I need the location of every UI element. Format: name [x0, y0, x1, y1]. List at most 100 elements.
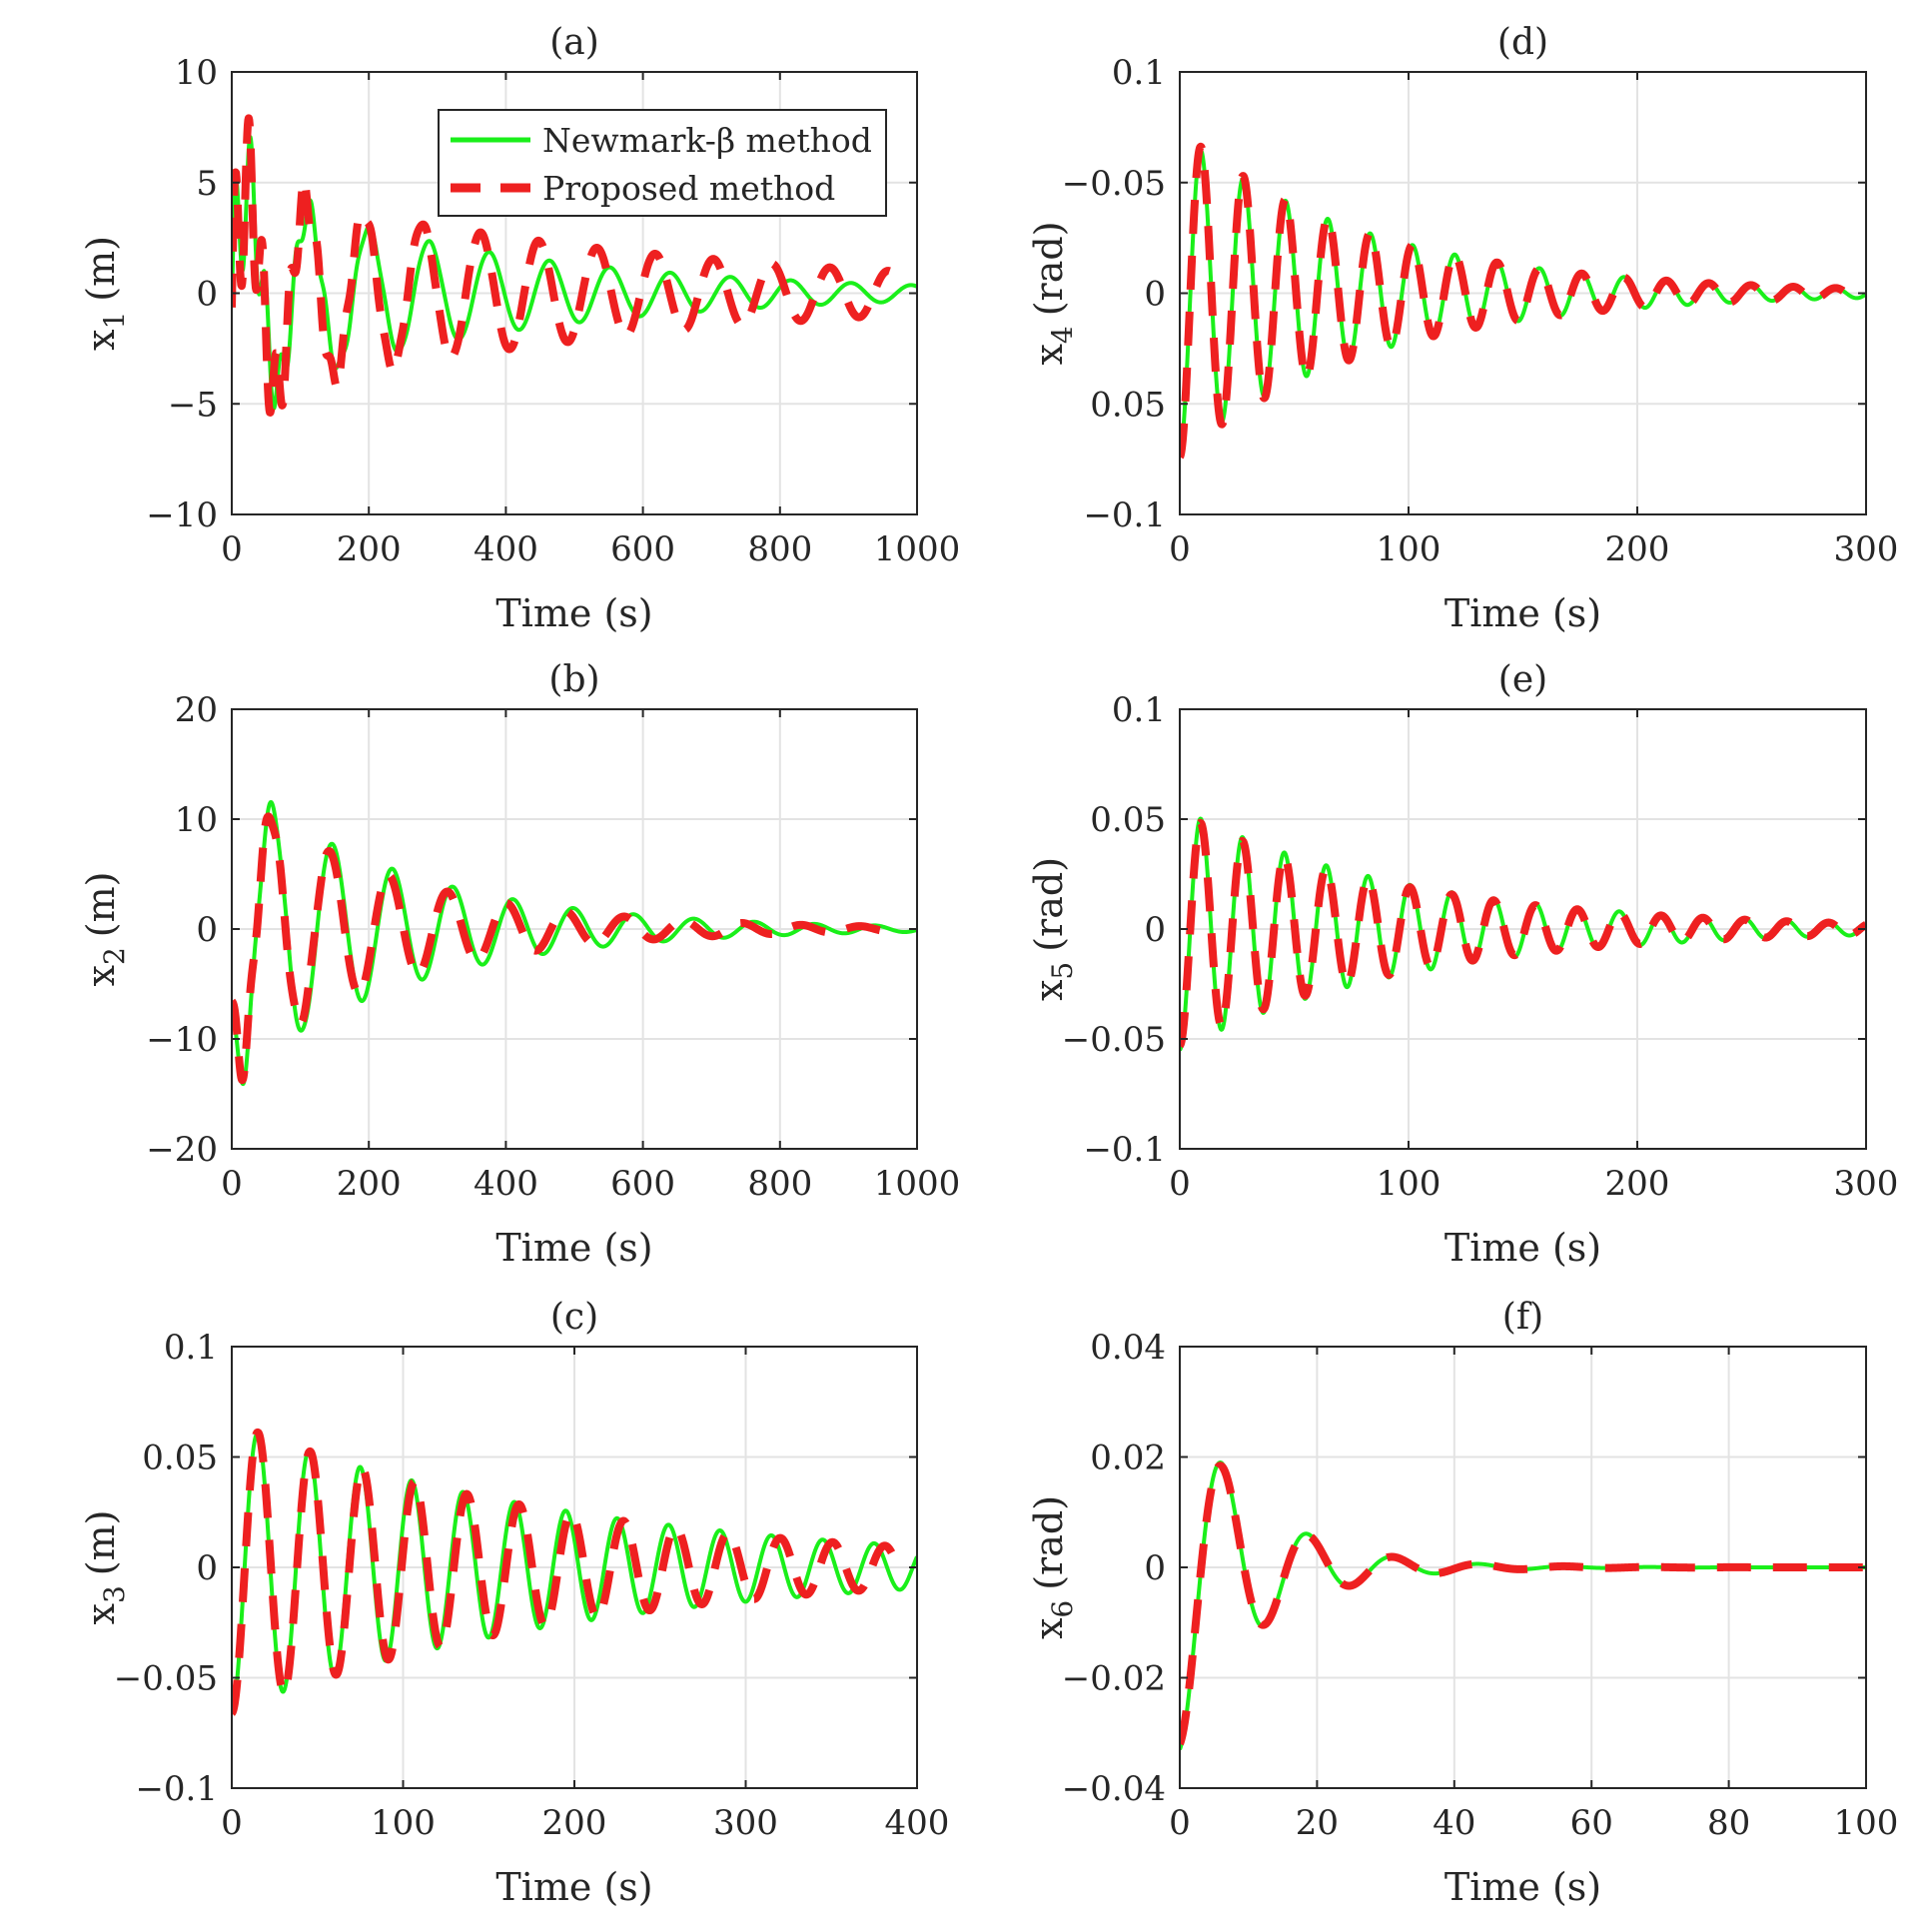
x-tick-label: 300: [1834, 1164, 1899, 1204]
y-axis-unit: (rad): [1027, 857, 1071, 952]
y-axis-label-b: x2 (m): [79, 872, 131, 987]
x-tick-label: 1000: [874, 529, 961, 569]
panel-title-c: (c): [550, 1297, 598, 1338]
proposed-method-line-b: [232, 812, 894, 1085]
y-tick-label: 0.05: [1090, 385, 1166, 425]
panel-f: 0 20 40 60 80 100 −0.04 −0.02 0 0.02 0.04 (f) Time (…: [1027, 1297, 1898, 1909]
panel-b: 0 200 400 600 800 1000 −20 −10 0 10 20 (b) Time (s) x…: [79, 659, 960, 1270]
proposed-method-line-d: [1180, 142, 1847, 461]
y-axis-var: x: [79, 330, 123, 351]
y-tick-label: −0.1: [1083, 1130, 1166, 1170]
x-tick-label: 800: [747, 1164, 812, 1204]
x-tick-label: 1000: [874, 1164, 961, 1204]
x-tick-label: 200: [1605, 529, 1670, 569]
panel-title-d: (d): [1497, 22, 1548, 63]
y-axis-unit: (m): [79, 236, 123, 302]
y-axis-label-e: x5 (rad): [1027, 857, 1079, 1001]
y-tick-label: 0.1: [1112, 53, 1166, 93]
y-tick-label: 20: [175, 690, 218, 730]
x-tick-label: 0: [221, 1803, 243, 1843]
x-tick-label: 200: [1605, 1164, 1670, 1204]
x-axis-label-e: Time (s): [1444, 1226, 1601, 1270]
y-axis-var: x: [79, 1603, 123, 1624]
y-axis-label-d: x4 (rad): [1027, 221, 1079, 365]
x-axis-label-c: Time (s): [495, 1865, 652, 1909]
y-axis-subscript: 4: [1046, 326, 1079, 344]
grid-d: [1180, 72, 1866, 514]
proposed-method-line-e: [1180, 818, 1866, 1050]
y-tick-label: 0: [196, 275, 218, 315]
y-axis-var: x: [79, 965, 123, 986]
proposed-method-line-a: [232, 114, 894, 417]
y-tick-label: 0: [196, 1548, 218, 1588]
y-axis-label-c: x3 (m): [79, 1510, 131, 1625]
y-axis-subscript: 1: [98, 312, 131, 330]
y-tick-label: −10: [146, 495, 218, 535]
x-tick-label: 0: [1169, 1803, 1191, 1843]
x-tick-label: 40: [1433, 1803, 1475, 1843]
panel-title-a: (a): [549, 22, 599, 63]
y-axis-subscript: 5: [1046, 962, 1079, 980]
x-tick-label: 0: [1169, 1164, 1191, 1204]
x-tick-label: 60: [1570, 1803, 1613, 1843]
y-tick-label: −0.04: [1062, 1769, 1166, 1809]
y-axis-label-f: x6 (rad): [1027, 1495, 1079, 1639]
y-axis-subscript: 3: [98, 1585, 131, 1603]
y-axis-subscript: 2: [98, 947, 131, 965]
x-axis-label-d: Time (s): [1444, 591, 1601, 635]
x-axis-label-f: Time (s): [1444, 1865, 1601, 1909]
proposed-method-line-c: [232, 1428, 904, 1717]
x-tick-label: 300: [1834, 529, 1899, 569]
y-axis-unit: (rad): [1027, 1495, 1071, 1590]
legend-label-newmark: Newmark-β method: [542, 121, 872, 160]
x-tick-label: 400: [885, 1803, 950, 1843]
proposed-method-line-f: [1180, 1461, 1866, 1747]
y-axis-unit: (m): [79, 1510, 123, 1576]
y-tick-label: −0.02: [1062, 1659, 1166, 1699]
y-tick-label: −0.1: [1083, 495, 1166, 535]
panel-e: 0 100 200 300 −0.1 −0.05 0 0.05 0.1 (e) Time (s) x5…: [1027, 659, 1898, 1270]
legend-label-proposed: Proposed method: [542, 169, 835, 208]
legend: Newmark-β method Proposed method: [438, 109, 887, 217]
y-tick-label: −0.05: [1062, 164, 1166, 204]
x-tick-label: 800: [747, 529, 812, 569]
x-tick-label: 0: [221, 1164, 243, 1204]
y-axis-unit: (m): [79, 872, 123, 938]
panel-c: 0 100 200 300 400 −0.1 −0.05 0 0.05 0.1 (c) Time (s…: [79, 1297, 949, 1909]
y-tick-label: −5: [168, 385, 218, 425]
y-tick-label: 10: [175, 53, 218, 93]
y-axis-var: x: [1027, 1618, 1071, 1639]
y-tick-label: −10: [146, 1020, 218, 1060]
x-tick-label: 0: [221, 529, 243, 569]
legend-box: [438, 109, 887, 217]
y-axis-var: x: [1027, 980, 1071, 1001]
y-tick-label: −0.1: [135, 1769, 218, 1809]
y-tick-label: 10: [175, 800, 218, 840]
x-tick-label: 200: [337, 529, 402, 569]
x-tick-label: 0: [1169, 529, 1191, 569]
x-tick-label: 20: [1296, 1803, 1339, 1843]
y-axis-label-a: x1 (m): [79, 236, 131, 351]
y-tick-label: 0: [1144, 275, 1166, 315]
panel-title-b: (b): [548, 659, 599, 700]
y-tick-label: 0.1: [164, 1328, 218, 1368]
y-tick-label: −20: [146, 1130, 218, 1170]
x-tick-label: 300: [713, 1803, 778, 1843]
y-tick-label: 5: [196, 164, 218, 204]
y-axis-unit: (rad): [1027, 221, 1071, 316]
y-tick-label: 0.02: [1090, 1439, 1166, 1478]
y-tick-label: 0.05: [1090, 800, 1166, 840]
y-axis-var: x: [1027, 344, 1071, 365]
y-tick-label: 0.04: [1090, 1328, 1166, 1368]
x-tick-label: 400: [474, 529, 538, 569]
x-tick-label: 200: [337, 1164, 402, 1204]
y-tick-label: −0.05: [114, 1659, 218, 1699]
x-tick-label: 600: [610, 529, 675, 569]
x-tick-label: 200: [542, 1803, 607, 1843]
y-tick-label: 0: [196, 910, 218, 950]
panel-d: 0 100 200 300 −0.1 0.05 0 −0.05 0.1 (d) Time (s) x4…: [1027, 22, 1898, 635]
x-tick-label: 100: [1834, 1803, 1899, 1843]
x-tick-label: 100: [371, 1803, 436, 1843]
